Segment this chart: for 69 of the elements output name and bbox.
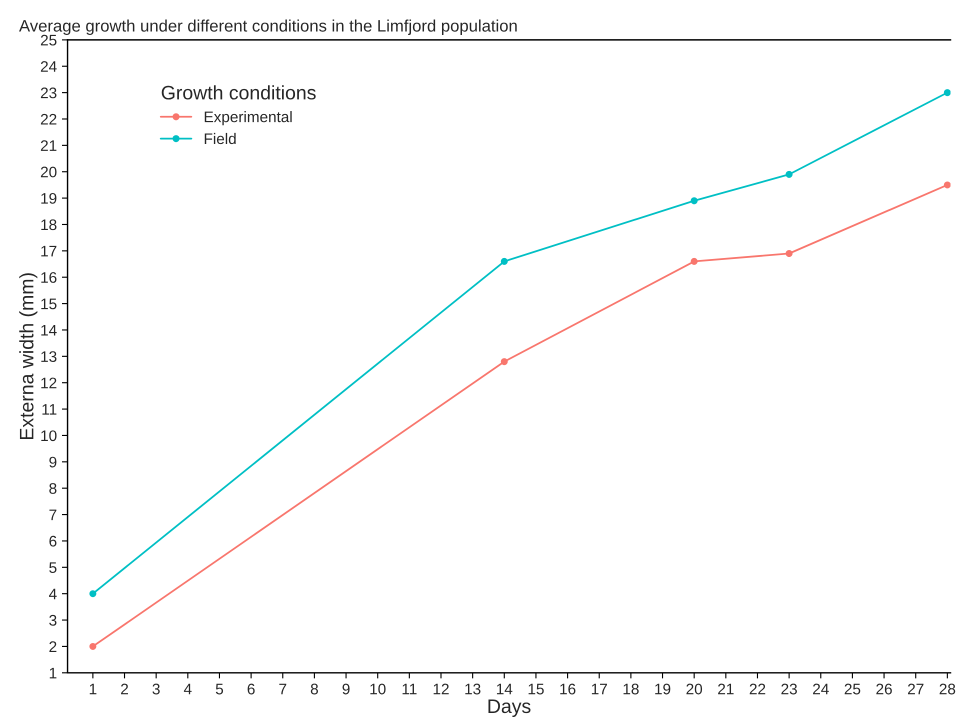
point [690, 197, 698, 204]
y-tick-label: 21 [40, 140, 56, 151]
point [89, 642, 96, 650]
y-tick-label: 13 [41, 351, 56, 362]
y-tick-label: 16 [41, 272, 56, 283]
y-tick-label: 25 [40, 34, 56, 46]
x-tick-label: 17 [592, 684, 607, 694]
y-tick-label: 12 [41, 378, 56, 388]
x-tick-label: 23 [781, 684, 797, 694]
point [690, 258, 698, 265]
x-axis-title: Days [488, 700, 530, 717]
x-tick-label: 8 [310, 684, 318, 694]
point [944, 181, 951, 188]
x-tick-label: 2 [121, 684, 128, 694]
x-tick-label: 5 [216, 684, 224, 694]
x-tick-label: 18 [624, 684, 639, 694]
x-tick-label: 20 [686, 684, 702, 694]
legend-title: Growth conditions [162, 85, 316, 100]
y-axis-title: Externa width (mm) [19, 273, 38, 440]
x-tick-label: 11 [402, 684, 417, 694]
x-tick-label: 26 [876, 684, 892, 694]
point [89, 590, 96, 598]
x-tick-label: 13 [465, 684, 480, 694]
y-tick-label: 10 [41, 430, 57, 442]
point [500, 258, 508, 265]
x-tick-label: 4 [184, 684, 192, 694]
y-tick-label: 4 [48, 588, 57, 600]
y-tick-label: 20 [40, 166, 57, 178]
y-tick-label: 7 [49, 510, 56, 520]
y-tick-label: 19 [41, 192, 56, 204]
y-tick-label: 17 [41, 246, 56, 256]
x-tick-label: 21 [718, 684, 734, 694]
y-tick-label: 23 [40, 87, 56, 98]
y-tick-label: 14 [41, 324, 57, 336]
point [786, 250, 793, 257]
x-tick-label: 12 [434, 684, 449, 694]
y-tick-label: 3 [49, 614, 56, 626]
y-tick-label: 2 [49, 641, 56, 652]
x-tick-label: 10 [370, 684, 386, 694]
x-tick-label: 14 [496, 684, 512, 694]
chart-title: Average growth under different conditions in the Limfjord population [19, 19, 517, 35]
y-tick-label: 5 [49, 562, 56, 573]
y-tick-label: 9 [49, 456, 56, 468]
point [500, 358, 508, 366]
legend-label: Field [204, 132, 236, 144]
x-tick-label: 1 [90, 684, 96, 694]
x-tick-label: 25 [844, 684, 860, 694]
x-tick-label: 9 [342, 684, 350, 694]
point [944, 89, 951, 96]
y-tick-label: 11 [42, 404, 56, 415]
x-tick-label: 3 [152, 684, 160, 694]
x-tick-label: 22 [750, 684, 766, 694]
legend-label: Experimental [204, 111, 292, 126]
x-tick-label: 16 [560, 684, 576, 694]
y-tick-label: 22 [40, 114, 56, 125]
point [786, 170, 793, 178]
y-tick-label: 6 [49, 536, 56, 547]
y-tick-label: 15 [41, 298, 56, 310]
y-tick-label: 1 [50, 668, 56, 678]
y-tick-label: 24 [40, 61, 57, 72]
x-tick-label: 6 [248, 684, 255, 694]
x-tick-label: 24 [813, 684, 829, 694]
x-tick-label: 7 [279, 684, 286, 694]
y-tick-label: 18 [41, 219, 56, 230]
x-tick-label: 27 [908, 684, 924, 694]
x-tick-label: 28 [940, 684, 956, 694]
y-tick-label: 8 [49, 483, 56, 494]
x-tick-label: 19 [655, 684, 670, 694]
x-tick-label: 15 [528, 684, 544, 694]
